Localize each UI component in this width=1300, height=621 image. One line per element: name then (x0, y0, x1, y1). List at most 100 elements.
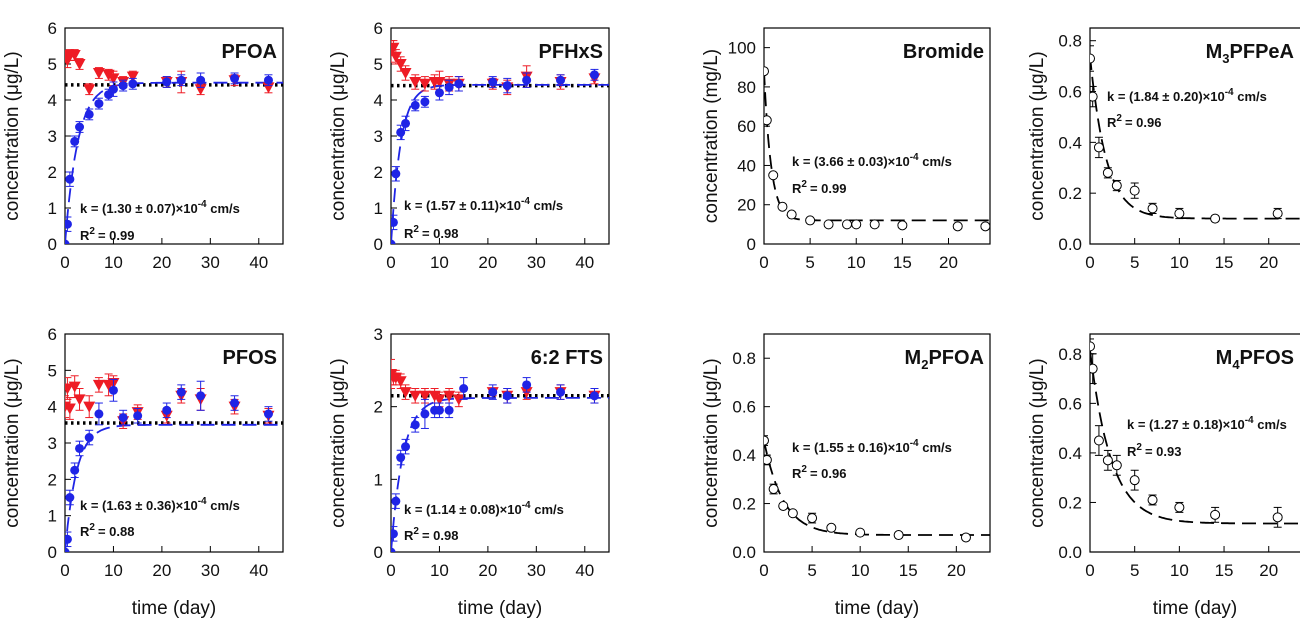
panel-title-main: M (1206, 41, 1223, 63)
data-point-blue-circle (70, 136, 80, 146)
data-point-blue-circle (502, 81, 512, 91)
data-point-blue-circle (108, 385, 118, 395)
y-tick-label: 6 (48, 19, 57, 38)
data-point-red-triangle (418, 390, 431, 402)
r2-annotation: R2 = 0.98 (404, 224, 458, 241)
data-point-blue-circle (459, 384, 469, 393)
data-point-open-circle (768, 484, 779, 495)
data-point-open-circle (893, 530, 904, 541)
y-axis-label: concentration (μg/L) (1027, 358, 1048, 527)
x-axis-label: time (day) (132, 598, 216, 619)
r2-value: = 0.93 (1145, 444, 1182, 459)
x-tick-label: 10 (851, 561, 870, 580)
data-point-blue-circle (65, 239, 70, 244)
data-point-blue-circle (401, 118, 411, 128)
y-tick-label: 0.0 (1058, 543, 1082, 562)
data-point-red-triangle (399, 387, 412, 399)
y-tick-label: 3 (374, 127, 383, 146)
data-point-open-circle (1129, 475, 1140, 486)
data-point-blue-circle (84, 433, 94, 443)
data-point-blue-circle (65, 534, 72, 544)
r2-superscript: 2 (801, 179, 807, 190)
y-tick-label: 0.2 (1058, 184, 1082, 203)
y-tick-label: 4 (48, 91, 57, 110)
fit-curve (1090, 55, 1300, 220)
k-annotation-exponent: -4 (910, 152, 919, 163)
plot-area (764, 435, 990, 543)
data-point-red-triangle (391, 42, 400, 54)
chart-panel-1: 0 1 2 3 4 5 6 0 10 20 30 40 concentration (μg/L) PFOA… (2, 19, 284, 272)
data-point-blue-circle (94, 99, 104, 109)
plot-area (1090, 45, 1300, 224)
data-point-blue-circle (94, 409, 104, 419)
k-annotation: k = (1.84 ± 0.20)×10-4 cm/s (1107, 87, 1267, 104)
data-point-blue-circle (133, 411, 143, 421)
panel-title-subscript: 4 (1232, 357, 1240, 372)
data-point-open-circle (851, 219, 862, 230)
chart-panel-5: 0 1 2 3 4 5 6 0 10 20 30 40 concentration (μg/L) time… (2, 325, 284, 619)
plot-area (1090, 338, 1300, 528)
x-axis-label: time (day) (1153, 598, 1237, 619)
data-point-blue-circle (84, 109, 94, 119)
data-point-red-triangle (409, 77, 422, 88)
x-tick-label: 5 (1130, 253, 1139, 272)
data-point-blue-circle (556, 75, 566, 85)
x-tick-label: 10 (1170, 561, 1189, 580)
x-tick-label: 10 (430, 253, 449, 272)
data-point-blue-circle (118, 413, 128, 423)
y-tick-label: 0 (747, 235, 756, 254)
x-tick-label: 20 (939, 253, 958, 272)
data-point-blue-circle (230, 73, 240, 83)
x-tick-label: 10 (1170, 253, 1189, 272)
data-point-blue-circle (75, 122, 85, 132)
y-tick-label: 2 (374, 163, 383, 182)
data-point-open-circle (855, 527, 866, 538)
fit-curve (1090, 349, 1300, 525)
k-annotation-text: k = (1.63 ± 0.36)×10 (80, 498, 198, 513)
plot-frame (1089, 27, 1300, 245)
k-annotation-exponent: -4 (1225, 87, 1234, 98)
k-annotation-unit: cm/s (207, 201, 240, 216)
y-tick-label: 80 (737, 78, 756, 97)
r2-annotation: R2 = 0.96 (1107, 113, 1161, 130)
data-point-red-triangle (433, 394, 446, 406)
data-point-blue-circle (396, 127, 406, 137)
r2-label: R (1107, 115, 1117, 130)
data-point-red-triangle (399, 68, 412, 79)
k-annotation: k = (1.63 ± 0.36)×10-4 cm/s (80, 496, 240, 513)
x-tick-label: 20 (478, 253, 497, 272)
r2-annotation: R2 = 0.98 (404, 526, 458, 543)
panel-title-main: M (1216, 347, 1233, 369)
data-point-open-circle (1111, 180, 1122, 191)
x-tick-label: 40 (575, 253, 594, 272)
k-annotation-unit: cm/s (530, 198, 563, 213)
y-tick-label: 0.2 (1058, 493, 1082, 512)
x-tick-label: 0 (60, 561, 69, 580)
data-point-open-circle (778, 500, 789, 511)
y-tick-label: 1 (48, 507, 57, 526)
data-point-red-triangle (83, 84, 96, 96)
data-point-open-circle (1102, 167, 1113, 178)
x-tick-label: 40 (575, 561, 594, 580)
k-annotation-text: k = (1.14 ± 0.08)×10 (404, 502, 522, 517)
data-point-red-triangle (394, 59, 407, 70)
data-point-open-circle (1210, 509, 1221, 520)
data-point-red-triangle (65, 403, 76, 415)
y-tick-label: 3 (374, 325, 383, 344)
x-tick-label: 10 (104, 561, 123, 580)
x-tick-label: 15 (1215, 561, 1234, 580)
k-annotation-text: k = (3.66 ± 0.03)×10 (792, 154, 910, 169)
k-annotation: k = (1.55 ± 0.16)×10-4 cm/s (792, 438, 952, 455)
k-annotation: k = (1.14 ± 0.08)×10-4 cm/s (404, 500, 564, 517)
k-annotation-unit: cm/s (207, 498, 240, 513)
chart-panel-4: 0.0 0.2 0.4 0.6 0.8 0 5 10 15 20 concentration (μg… (1027, 27, 1300, 272)
k-annotation-unit: cm/s (919, 154, 952, 169)
data-point-red-triangle (452, 394, 465, 406)
panel-title: Bromide (903, 41, 984, 63)
data-point-red-triangle (92, 379, 105, 391)
data-point-blue-circle (522, 380, 532, 390)
x-tick-label: 0 (1085, 561, 1094, 580)
data-point-red-triangle (92, 68, 105, 79)
data-point-blue-circle (230, 398, 240, 408)
data-point-open-circle (764, 435, 769, 446)
